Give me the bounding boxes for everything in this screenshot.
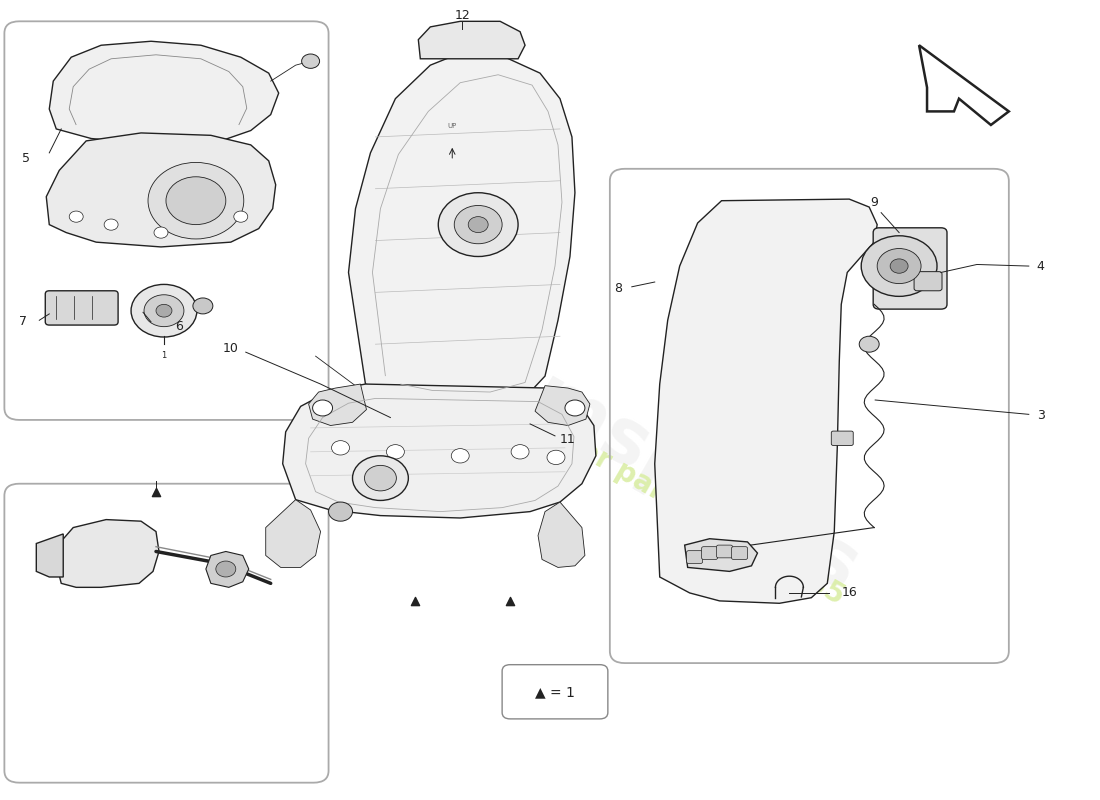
Polygon shape [920, 46, 1009, 125]
Circle shape [104, 219, 118, 230]
FancyBboxPatch shape [702, 546, 717, 559]
Circle shape [565, 400, 585, 416]
Circle shape [364, 466, 396, 491]
Text: ▲ = 1: ▲ = 1 [535, 685, 575, 698]
Circle shape [156, 304, 172, 317]
Circle shape [451, 449, 470, 463]
FancyBboxPatch shape [686, 550, 703, 563]
Circle shape [192, 298, 213, 314]
Circle shape [331, 441, 350, 455]
Text: 6: 6 [175, 320, 183, 333]
Point [407, 594, 425, 607]
Text: 3: 3 [1037, 410, 1045, 422]
Polygon shape [654, 199, 877, 603]
Polygon shape [684, 538, 758, 571]
Text: 7: 7 [20, 315, 28, 328]
Circle shape [154, 227, 168, 238]
FancyBboxPatch shape [45, 290, 118, 325]
Circle shape [301, 54, 320, 68]
Text: 5: 5 [22, 152, 31, 165]
Circle shape [861, 236, 937, 296]
Circle shape [148, 162, 244, 239]
Circle shape [859, 336, 879, 352]
FancyBboxPatch shape [914, 272, 942, 290]
FancyBboxPatch shape [873, 228, 947, 309]
Circle shape [547, 450, 565, 465]
Text: UP: UP [448, 123, 456, 129]
Circle shape [329, 502, 352, 521]
Circle shape [438, 193, 518, 257]
Polygon shape [283, 384, 596, 518]
Polygon shape [535, 386, 590, 426]
Circle shape [352, 456, 408, 501]
Text: 11: 11 [560, 434, 575, 446]
FancyBboxPatch shape [832, 431, 854, 446]
Polygon shape [46, 133, 276, 247]
Polygon shape [56, 519, 160, 587]
Point [147, 486, 165, 498]
Polygon shape [36, 534, 63, 577]
Polygon shape [309, 384, 366, 426]
FancyBboxPatch shape [716, 545, 733, 558]
Text: 10: 10 [223, 342, 239, 354]
Text: 12: 12 [454, 10, 470, 22]
Polygon shape [50, 42, 278, 143]
Polygon shape [418, 22, 525, 58]
Circle shape [454, 206, 502, 244]
Polygon shape [349, 54, 575, 402]
Text: djmspares: djmspares [448, 320, 872, 608]
FancyBboxPatch shape [502, 665, 608, 719]
Circle shape [144, 294, 184, 326]
Circle shape [890, 259, 909, 274]
Circle shape [234, 211, 248, 222]
Text: a passion for parts since 1985: a passion for parts since 1985 [426, 350, 849, 610]
Polygon shape [867, 247, 887, 274]
Circle shape [216, 561, 235, 577]
Circle shape [166, 177, 226, 225]
Text: 4: 4 [1037, 259, 1045, 273]
Circle shape [877, 249, 921, 284]
Circle shape [469, 217, 488, 233]
Circle shape [512, 445, 529, 459]
Circle shape [386, 445, 405, 459]
Circle shape [69, 211, 84, 222]
Text: 8: 8 [614, 282, 622, 295]
Text: 9: 9 [870, 196, 878, 209]
Circle shape [131, 285, 197, 337]
Point [502, 594, 519, 607]
Polygon shape [206, 551, 249, 587]
Polygon shape [266, 500, 320, 567]
Circle shape [312, 400, 332, 416]
FancyBboxPatch shape [732, 546, 748, 559]
Text: 1: 1 [162, 350, 166, 359]
Polygon shape [538, 502, 585, 567]
Text: 16: 16 [842, 586, 857, 599]
